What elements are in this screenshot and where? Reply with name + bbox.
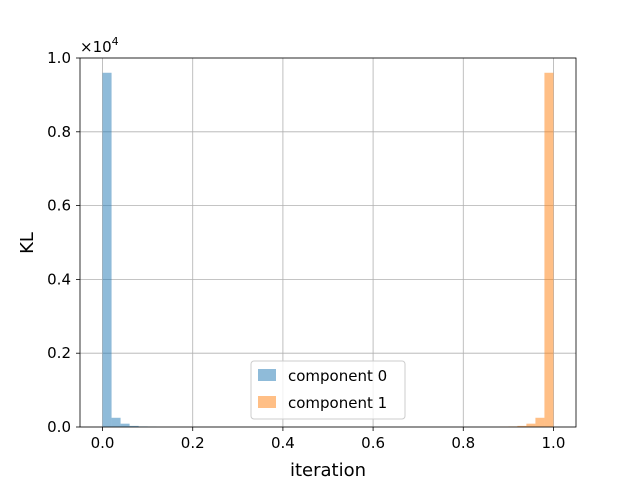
legend-box bbox=[250, 360, 406, 420]
legend: component 0 component 1 bbox=[250, 360, 406, 420]
histogram-bar-component-0 bbox=[111, 417, 121, 427]
x-tick-label: 0.2 bbox=[181, 434, 205, 452]
legend-swatch-component-1 bbox=[258, 396, 276, 408]
x-axis-label: iteration bbox=[290, 460, 366, 480]
x-tick-label: 0.6 bbox=[361, 434, 385, 452]
x-tick-label: 1.0 bbox=[542, 434, 566, 452]
histogram-bar-component-1 bbox=[517, 425, 527, 427]
grid-lines bbox=[80, 57, 576, 428]
histogram-bar-component-1 bbox=[535, 417, 545, 427]
y-tick-label: 0.0 bbox=[47, 418, 71, 436]
legend-label-component-1: component 1 bbox=[288, 394, 387, 412]
legend-label-component-0: component 0 bbox=[288, 367, 387, 385]
y-tick-label: 0.8 bbox=[47, 123, 71, 141]
x-tick-label: 0.8 bbox=[451, 434, 475, 452]
y-tick-label: 1.0 bbox=[47, 49, 71, 67]
y-tick-label: 0.4 bbox=[47, 270, 71, 288]
y-axis: 0.0 0.2 0.4 0.6 0.8 1.0 bbox=[47, 49, 80, 436]
y-tick-label: 0.2 bbox=[47, 344, 71, 362]
histogram-bar-component-0 bbox=[120, 423, 130, 427]
legend-swatch-component-0 bbox=[258, 369, 276, 381]
x-tick-label: 0.4 bbox=[271, 434, 295, 452]
y-multiplier: ×104 bbox=[80, 35, 119, 56]
y-tick-label: 0.6 bbox=[47, 197, 71, 215]
histogram-bar-component-1 bbox=[526, 423, 536, 427]
plot-frame bbox=[79, 57, 577, 428]
y-axis-label: KL bbox=[17, 232, 38, 254]
histogram-bar-component-0 bbox=[129, 425, 139, 427]
histogram-bar-component-1 bbox=[544, 72, 554, 427]
x-axis: 0.0 0.2 0.4 0.6 0.8 1.0 bbox=[91, 427, 566, 452]
histogram-bar-component-0 bbox=[102, 72, 112, 427]
x-tick-label: 0.0 bbox=[91, 434, 115, 452]
